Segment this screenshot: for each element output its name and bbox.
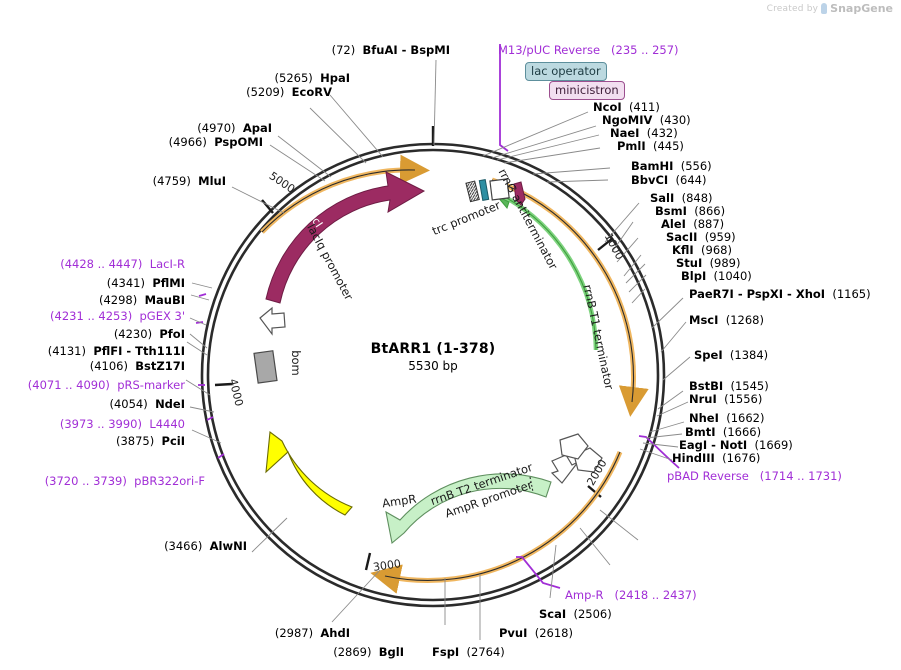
enzyme-label-BlpI: BlpI (1040)	[681, 269, 752, 283]
plasmid-size: 5530 bp	[408, 359, 458, 373]
primer-L4440: (3973 .. 3990) L4440	[59, 417, 185, 431]
enzyme-label-StuI: StuI (989)	[676, 256, 741, 270]
enzyme-label-PaeR7I-PspXI-XhoI: PaeR7I - PspXI - XhoI (1165)	[689, 287, 871, 301]
orange-arc-outline	[261, 169, 635, 581]
enzyme-label-PmlI: PmlI (445)	[617, 139, 684, 153]
enzyme-label-AleI: AleI (887)	[661, 217, 725, 231]
enzyme-label-NruI: NruI (1556)	[689, 392, 763, 406]
feature-label-bom: bom	[288, 350, 303, 376]
enzyme-label-PflFI-Tth111I: (4131) PflFI - Tth111I	[47, 344, 185, 358]
enzyme-label-BfuAI-BspMI: (72) BfuAI - BspMI	[331, 43, 450, 57]
trc-promoter-glyph	[465, 180, 480, 203]
primer-pBAD-reverse: pBAD Reverse (1714 .. 1731)	[667, 469, 842, 483]
primer-pRS-marker: (4071 .. 4090) pRS-marker	[27, 378, 185, 392]
enzyme-label-NcoI: NcoI (411)	[593, 100, 660, 114]
antiterminator-arc	[496, 195, 599, 351]
enzyme-label-NgoMIV: NgoMIV (430)	[602, 113, 691, 127]
snapgene-logo-icon	[821, 3, 828, 14]
enzyme-label-ScaI: ScaI (2506)	[539, 607, 612, 621]
rrng-antiterminator-glyph	[513, 181, 526, 206]
enzyme-label-BmtI: BmtI (1666)	[685, 425, 762, 439]
enzyme-label-AhdI: (2987) AhdI	[274, 626, 350, 640]
bom-feature-box	[253, 350, 278, 384]
lac-operator-glyph	[478, 179, 490, 201]
enzyme-label-AlwNI: (3466) AlwNI	[164, 539, 247, 553]
laciq-promoter-arrow	[259, 306, 286, 336]
enzyme-label-ApaI: (4970) ApaI	[197, 121, 272, 135]
enzyme-label-NaeI: NaeI (432)	[610, 126, 678, 140]
enzyme-label-EagI-NotI: EagI - NotI (1669)	[679, 438, 793, 452]
enzyme-label-HpaI: (5265) HpaI	[274, 71, 350, 85]
primer-pGEX-3prime: (4231 .. 4253) pGEX 3'	[50, 309, 185, 323]
watermark-brand: SnapGene	[830, 2, 893, 15]
enzyme-label-MscI: MscI (1268)	[689, 313, 764, 327]
plasmid-name: BtARR1 (1-378)	[370, 341, 496, 357]
enzyme-leader-lines	[185, 59, 691, 640]
enzyme-label-HindIII: HindIII (1676)	[672, 451, 761, 465]
minicistron-glyph	[489, 178, 510, 201]
enzyme-label-PciI: (3875) PciI	[115, 434, 185, 448]
enzyme-label-SpeI: SpeI (1384)	[694, 348, 769, 362]
enzyme-label-BstZ17I: (4106) BstZ17I	[89, 359, 185, 373]
enzyme-label-SalI: SalI (848)	[650, 191, 713, 205]
enzyme-label-MluI: (4759) MluI	[152, 174, 226, 188]
enzyme-label-SacII: SacII (959)	[666, 230, 736, 244]
enzyme-label-BamHI: BamHI (556)	[631, 159, 712, 173]
enzyme-label-PspOMI: (4966) PspOMI	[168, 135, 263, 149]
plasmid-title-block: BtARR1 (1-378) 5530 bp	[371, 341, 496, 373]
tag-minicistron: minicistron	[549, 81, 625, 100]
ori-feature-arrow	[265, 430, 353, 516]
watermark-prefix: Created by	[766, 3, 819, 14]
laci-feature-arrow	[265, 171, 426, 304]
enzyme-label-NdeI: (4054) NdeI	[109, 397, 186, 411]
ampr-promoter-arrow	[550, 454, 579, 484]
primer-m13puc-reverse: M13/pUC Reverse (235 .. 257)	[498, 43, 679, 57]
enzyme-label-BsmI: BsmI (866)	[655, 204, 726, 218]
primer-Amp-R: Amp-R (2418 .. 2437)	[565, 588, 697, 602]
primer-pBR322ori-F: (3720 .. 3739) pBR322ori-F	[44, 474, 205, 488]
enzyme-label-KflI: KflI (968)	[672, 243, 732, 257]
enzyme-label-BbvCI: BbvCI (644)	[631, 173, 707, 187]
primer-lacI-R: (4428 .. 4447) LacI-R	[60, 257, 185, 271]
enzyme-label-PflMI: (4341) PflMI	[106, 276, 185, 290]
enzyme-label-BglI: (2869) BglI	[333, 645, 404, 659]
enzyme-label-FspI: FspI (2764)	[432, 645, 505, 659]
enzyme-label-EcoRV: (5209) EcoRV	[246, 85, 332, 99]
enzyme-label-BstBI: BstBI (1545)	[689, 379, 769, 393]
enzyme-label-NheI: NheI (1662)	[689, 411, 765, 425]
enzyme-label-PvuI: PvuI (2618)	[499, 626, 573, 640]
snapgene-watermark: Created by SnapGene	[767, 2, 893, 15]
rrnb-t1-terminator-shape	[559, 433, 589, 460]
enzyme-label-PfoI: (4230) PfoI	[113, 327, 185, 341]
enzyme-label-MauBI: (4298) MauBI	[99, 293, 185, 307]
ampr-feature-arrow	[385, 473, 552, 545]
tag-lac-operator: lac operator	[525, 62, 607, 81]
